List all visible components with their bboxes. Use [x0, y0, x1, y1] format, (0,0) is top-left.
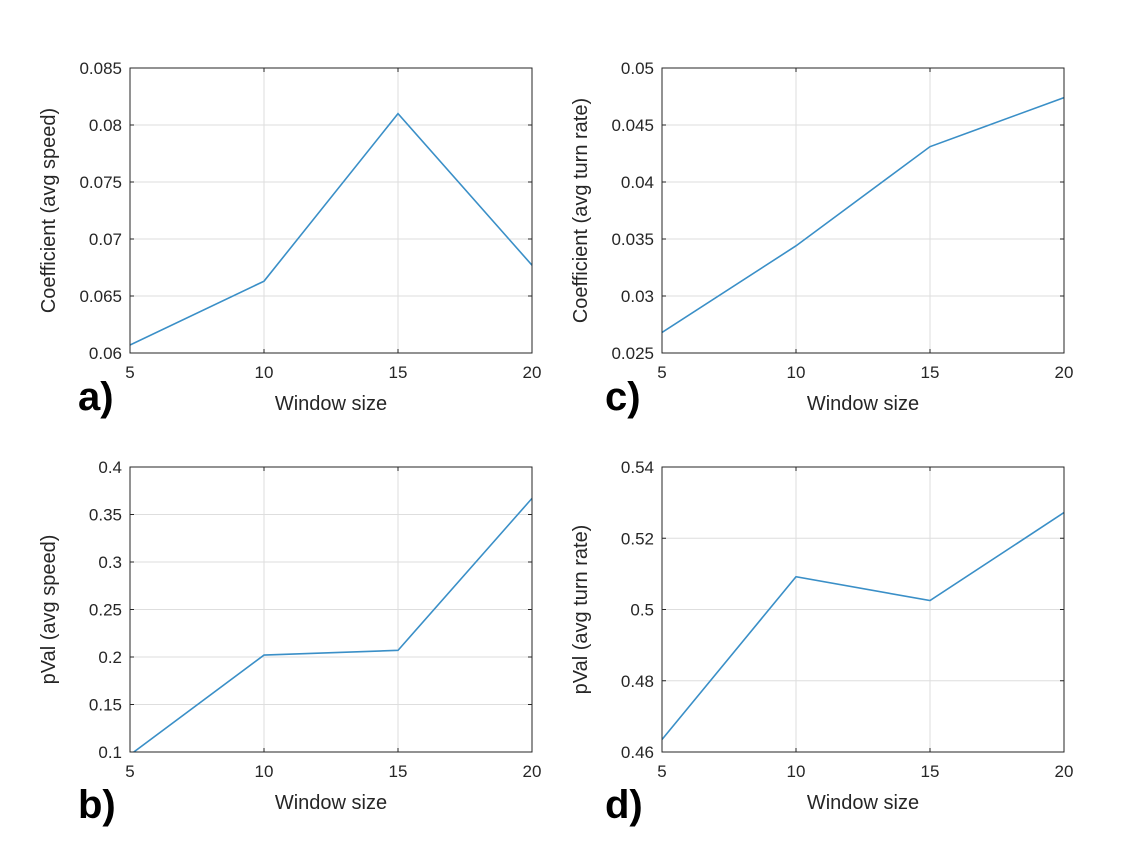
series-line: [130, 112, 532, 346]
x-tick-label: 5: [657, 363, 666, 382]
y-tick-label: 0.3: [98, 553, 122, 572]
y-tick-label: 0.065: [79, 287, 122, 306]
x-tick-label: 10: [255, 762, 274, 781]
y-tick-label: 0.15: [89, 696, 122, 715]
y-tick-label: 0.075: [79, 173, 122, 192]
chart-panel-4: 5 10 15 20 0.46 0.48 0.5 0.52 0.54 Window size pVa…: [570, 458, 1073, 827]
y-tick-label: 0.52: [621, 529, 654, 548]
y-tick-label: 0.46: [621, 743, 654, 762]
chart-panel-2: 5 10 15 20 0.1 0.15 0.2 0.25 0.3 0.35 0.4 Window si…: [38, 458, 541, 827]
x-tick-label: 10: [787, 762, 806, 781]
plot-area: [130, 68, 532, 353]
y-tick-label: 0.025: [611, 344, 654, 363]
x-tick-label: 15: [921, 762, 940, 781]
x-axis-label: Window size: [807, 393, 919, 415]
panel-letter: a): [78, 375, 114, 419]
y-tick-label: 0.2: [98, 648, 122, 667]
y-axis-label: Coefficient (avg speed): [38, 108, 60, 313]
series-line: [132, 497, 532, 752]
y-axis-label: Coefficient (avg turn rate): [570, 98, 592, 323]
x-tick-label: 20: [1055, 762, 1074, 781]
y-tick-label: 0.08: [89, 116, 122, 135]
x-tick-label: 10: [787, 363, 806, 382]
x-axis-label: Window size: [275, 393, 387, 415]
x-axis-label: Window size: [275, 792, 387, 814]
series-line: [662, 511, 1064, 741]
y-tick-label: 0.04: [621, 173, 654, 192]
x-tick-label: 15: [389, 363, 408, 382]
x-tick-label: 20: [523, 762, 542, 781]
axes-box: [661, 67, 1065, 354]
chart-panel-3: 5 10 15 20 0.025 0.03 0.035 0.04 0.045 0.05 Window…: [570, 59, 1073, 419]
x-tick-label: 15: [921, 363, 940, 382]
x-tick-label: 5: [125, 363, 134, 382]
panel-letter: c): [605, 375, 641, 419]
y-tick-label: 0.25: [89, 601, 122, 620]
y-tick-label: 0.07: [89, 230, 122, 249]
panel-letter: d): [605, 783, 643, 827]
axes-box: [129, 67, 533, 354]
y-axis-label: pVal (avg speed): [38, 535, 60, 685]
panel-letter: b): [78, 783, 116, 827]
x-axis-label: Window size: [807, 792, 919, 814]
y-tick-label: 0.085: [79, 59, 122, 78]
y-axis-label: pVal (avg turn rate): [570, 525, 592, 695]
x-tick-label: 5: [125, 762, 134, 781]
y-tick-label: 0.35: [89, 506, 122, 525]
series-line: [662, 96, 1064, 334]
y-tick-label: 0.06: [89, 344, 122, 363]
x-tick-label: 15: [389, 762, 408, 781]
y-tick-label: 0.03: [621, 287, 654, 306]
y-tick-label: 0.045: [611, 116, 654, 135]
y-tick-label: 0.035: [611, 230, 654, 249]
y-tick-label: 0.1: [98, 743, 122, 762]
x-tick-label: 20: [523, 363, 542, 382]
x-tick-label: 10: [255, 363, 274, 382]
x-tick-label: 5: [657, 762, 666, 781]
y-tick-label: 0.05: [621, 59, 654, 78]
y-tick-label: 0.54: [621, 458, 654, 477]
y-tick-label: 0.5: [630, 601, 654, 620]
plot-area: [662, 68, 1064, 353]
chart-panel-1: 5 10 15 20 0.06 0.065 0.07 0.075 0.08 0.085 Window…: [38, 59, 541, 419]
y-tick-label: 0.48: [621, 672, 654, 691]
x-tick-label: 20: [1055, 363, 1074, 382]
y-tick-label: 0.4: [98, 458, 122, 477]
